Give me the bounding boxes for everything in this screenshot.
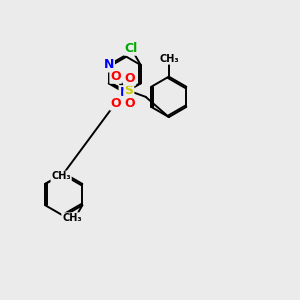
Text: Cl: Cl (124, 42, 138, 55)
Text: S: S (124, 84, 134, 97)
Text: N: N (119, 86, 130, 99)
Text: N: N (103, 58, 114, 71)
Text: CH₃: CH₃ (159, 54, 178, 64)
Text: O: O (110, 97, 121, 110)
Text: O: O (125, 97, 135, 110)
Text: O: O (110, 70, 121, 83)
Text: O: O (125, 72, 135, 85)
Text: CH₃: CH₃ (51, 172, 71, 182)
Text: CH₃: CH₃ (62, 213, 82, 223)
